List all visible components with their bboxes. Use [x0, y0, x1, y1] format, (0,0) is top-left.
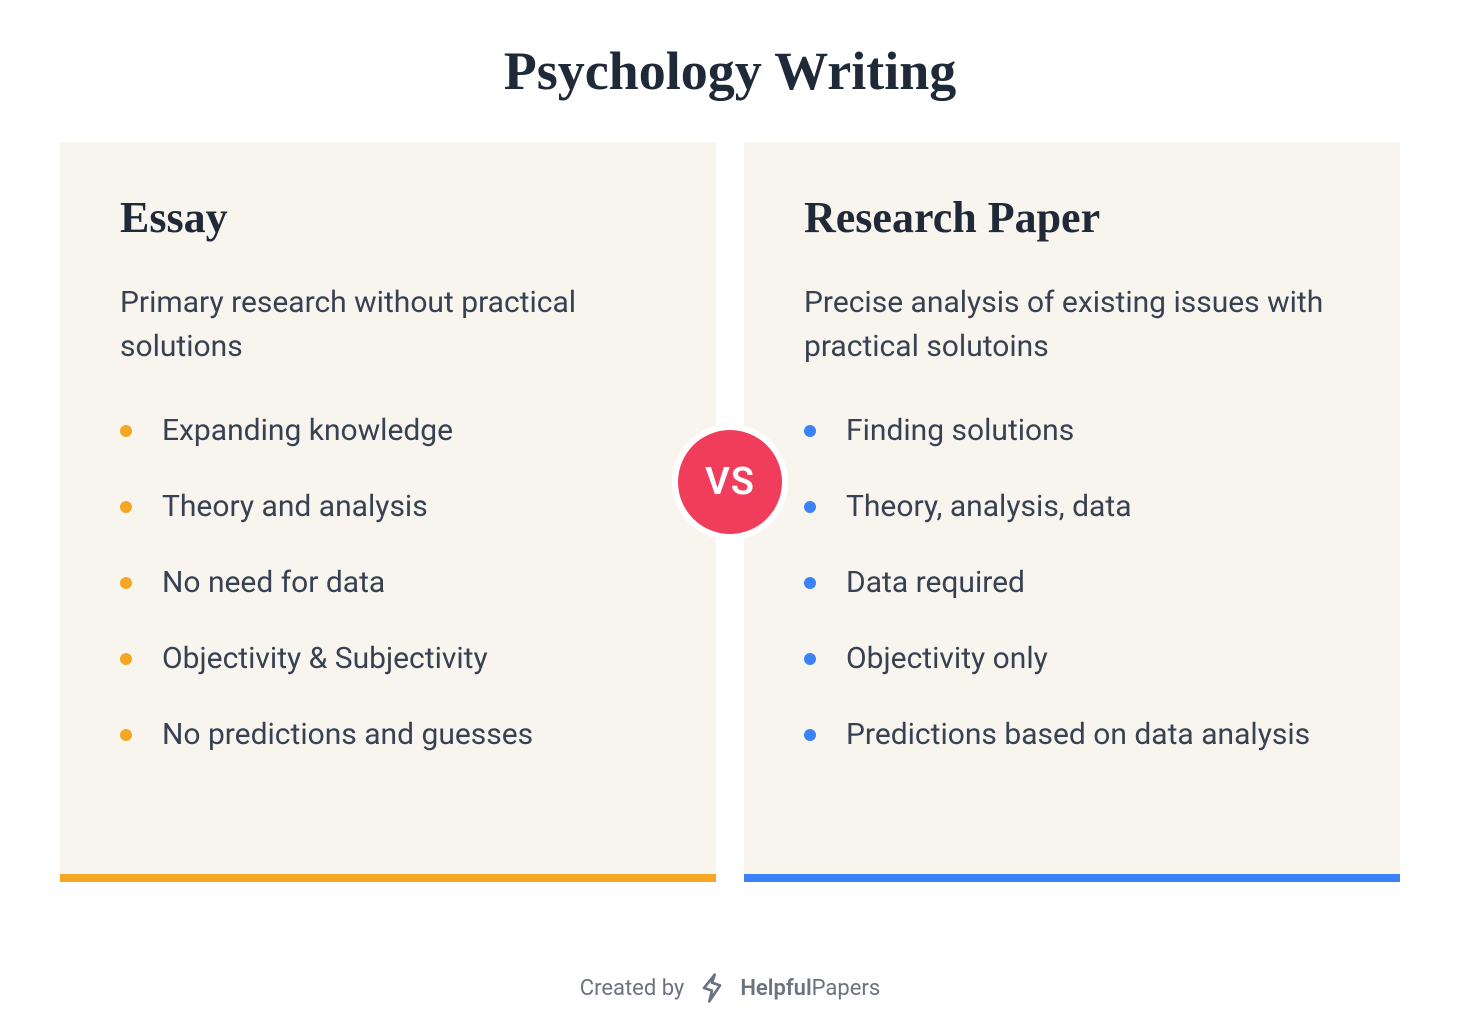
list-item: No need for data: [120, 562, 656, 604]
footer: Created by HelpfulPapers: [0, 972, 1460, 1004]
panel-essay: Essay Primary research without practical…: [60, 142, 716, 882]
list-item: Data required: [804, 562, 1340, 604]
footer-brand: HelpfulPapers: [740, 976, 880, 1001]
panel-research-title: Research Paper: [804, 192, 1340, 243]
panel-essay-list: Expanding knowledge Theory and analysis …: [120, 410, 656, 756]
list-item: Finding solutions: [804, 410, 1340, 452]
panel-research-paper: Research Paper Precise analysis of exist…: [744, 142, 1400, 882]
list-item: No predictions and guesses: [120, 714, 656, 756]
list-item: Expanding knowledge: [120, 410, 656, 452]
panel-essay-title: Essay: [120, 192, 656, 243]
footer-created-by: Created by: [580, 976, 685, 1001]
comparison-container: Essay Primary research without practical…: [60, 142, 1400, 882]
panel-research-description: Precise analysis of existing issues with…: [804, 281, 1340, 368]
footer-brand-bold: Helpful: [740, 976, 811, 1001]
list-item: Objectivity only: [804, 638, 1340, 680]
list-item: Predictions based on data analysis: [804, 714, 1340, 756]
vs-badge: VS: [678, 430, 782, 534]
list-item: Objectivity & Subjectivity: [120, 638, 656, 680]
footer-logo-icon: [696, 972, 728, 1004]
footer-brand-light: Papers: [812, 976, 881, 1001]
panel-research-list: Finding solutions Theory, analysis, data…: [804, 410, 1340, 756]
page-title: Psychology Writing: [60, 40, 1400, 102]
list-item: Theory and analysis: [120, 486, 656, 528]
panel-essay-description: Primary research without practical solut…: [120, 281, 656, 368]
list-item: Theory, analysis, data: [804, 486, 1340, 528]
